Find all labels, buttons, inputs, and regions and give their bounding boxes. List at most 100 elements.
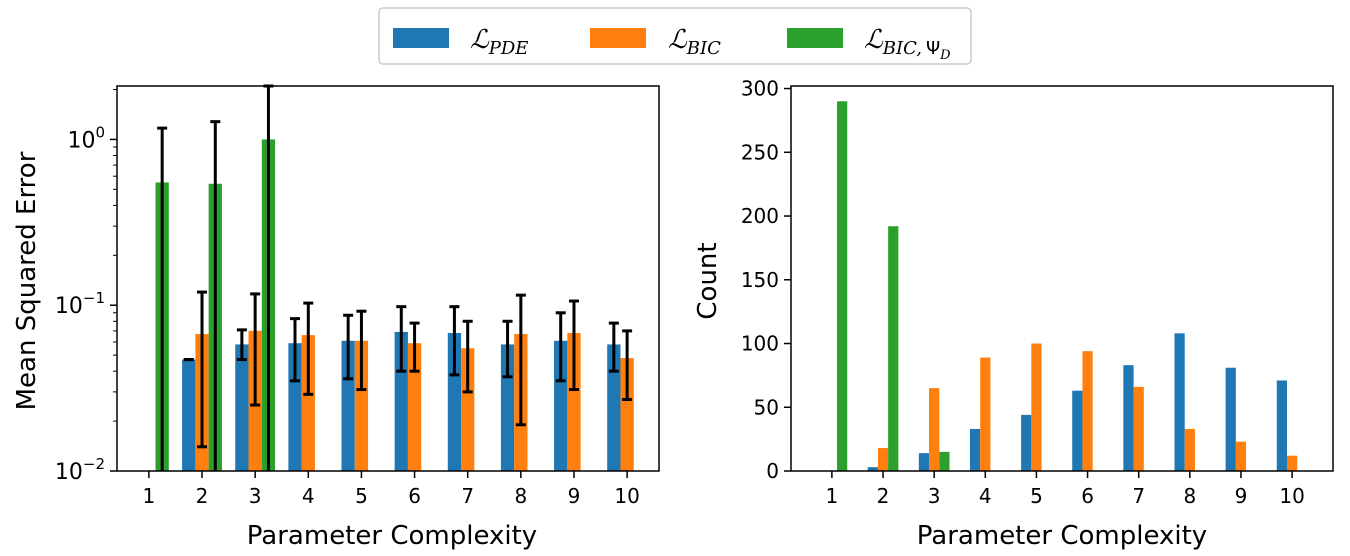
svg-text:8: 8 <box>514 484 527 508</box>
svg-text:10: 10 <box>1279 484 1304 508</box>
svg-text:150: 150 <box>741 268 779 292</box>
mse-bar-bic-10 <box>620 358 634 471</box>
mse-errorbar-pde-8 <box>502 319 513 379</box>
count-x-tick-3: 3 <box>928 471 941 508</box>
mse-bar-bic-4 <box>301 335 315 471</box>
legend-label-pde: ℒPDE <box>470 25 528 59</box>
mse-errorbar-pde-3 <box>236 328 247 362</box>
mse-errorbar-bic-3 <box>250 292 261 407</box>
mse-bar-pde-6 <box>394 331 408 471</box>
mse-bar-pde-10 <box>607 344 621 471</box>
count-bar-pde-7 <box>1123 365 1134 471</box>
svg-text:9: 9 <box>1235 484 1248 508</box>
count-y-tick-100: 100 <box>741 332 791 356</box>
count-bar-pde-10 <box>1276 380 1287 471</box>
svg-text:2: 2 <box>877 484 890 508</box>
svg-text:6: 6 <box>408 484 421 508</box>
count-bar-pde-9 <box>1225 367 1236 471</box>
count-bar-bic_psi-1 <box>837 101 848 472</box>
count-bar-bic-2 <box>877 448 889 471</box>
count-bars <box>837 101 1298 472</box>
mse-errorbar-pde-10 <box>608 321 619 373</box>
svg-text:8: 8 <box>1183 484 1196 508</box>
count-bar-bic-4 <box>980 357 991 471</box>
legend-entry-pde: ℒPDE <box>393 25 528 59</box>
count-x-tick-2: 2 <box>877 471 890 508</box>
count-bar-bic_psi-3 <box>939 451 950 471</box>
svg-text:4: 4 <box>979 484 992 508</box>
count-y-tick-300: 300 <box>741 77 791 101</box>
mse-y-tick-1: 10−1 <box>55 289 117 319</box>
svg-text:100: 100 <box>67 123 105 153</box>
mse-x-axis-label: Parameter Complexity <box>247 521 537 551</box>
svg-text:50: 50 <box>754 395 779 419</box>
mse-y-ticks: 10−2 10−1 100 <box>55 89 117 485</box>
count-x-tick-8: 8 <box>1183 471 1196 508</box>
count-x-tick-5: 5 <box>1030 471 1043 508</box>
count-y-ticks: 0 50 100 150 200 250 300 <box>741 77 791 483</box>
mse-errorbar-bic-6 <box>409 321 420 373</box>
svg-text:3: 3 <box>249 484 262 508</box>
svg-text:10−2: 10−2 <box>55 455 105 485</box>
mse-bar-pde-4 <box>288 343 302 471</box>
mse-bar-bic-6 <box>407 343 422 471</box>
count-x-tick-7: 7 <box>1132 471 1145 508</box>
mse-x-tick-7: 7 <box>461 471 474 508</box>
count-x-tick-6: 6 <box>1081 471 1094 508</box>
svg-text:7: 7 <box>1132 484 1145 508</box>
count-bar-bic-6 <box>1082 351 1093 471</box>
mse-x-tick-3: 3 <box>249 471 262 508</box>
svg-text:9: 9 <box>568 484 581 508</box>
count-bar-pde-2 <box>867 467 878 471</box>
count-bar-bic-8 <box>1184 428 1195 471</box>
mse-bars <box>155 139 634 471</box>
legend-entry-bic-psi: ℒBIC, ΨD <box>787 25 951 63</box>
chart-count: 0 50 100 150 200 250 300 1 2 3 4 5 6 7 8 9 10 Parameter… <box>693 77 1334 551</box>
count-bar-bic-10 <box>1286 455 1298 471</box>
mse-errorbar-bic-4 <box>303 301 314 396</box>
mse-errorbar-bic_psi-2 <box>210 120 221 471</box>
mse-errorbar-bic_psi-1 <box>157 126 168 471</box>
count-x-tick-4: 4 <box>979 471 992 508</box>
count-axes-frame <box>790 85 1334 472</box>
svg-text:3: 3 <box>928 484 941 508</box>
svg-text:100: 100 <box>741 332 779 356</box>
legend-entry-bic: ℒBIC <box>590 25 721 59</box>
mse-errorbar-bic-7 <box>462 319 473 394</box>
count-bar-bic-9 <box>1235 441 1247 471</box>
count-x-tick-9: 9 <box>1235 471 1248 508</box>
mse-errorbar-pde-9 <box>555 311 566 383</box>
mse-bar-pde-9 <box>554 340 568 471</box>
svg-text:10: 10 <box>614 484 639 508</box>
mse-bar-bic-5 <box>354 340 369 471</box>
legend-label-bic-psi: ℒBIC, ΨD <box>864 25 951 63</box>
mse-errorbar-bic-10 <box>622 329 633 401</box>
mse-bar-bic-7 <box>461 348 475 471</box>
mse-axes-frame <box>116 85 660 472</box>
svg-text:200: 200 <box>741 204 779 228</box>
mse-errorbar-bic-5 <box>356 309 367 392</box>
svg-text:250: 250 <box>741 140 779 164</box>
mse-errorbar-pde-7 <box>449 305 460 377</box>
count-y-tick-50: 50 <box>754 395 791 419</box>
mse-x-tick-2: 2 <box>196 471 208 508</box>
count-bar-pde-3 <box>918 453 930 471</box>
count-y-axis-label: Count <box>693 242 723 319</box>
mse-bar-pde-5 <box>341 340 355 471</box>
mse-errorbars <box>157 84 633 471</box>
count-bar-pde-6 <box>1072 390 1083 471</box>
mse-x-tick-1: 1 <box>143 471 156 508</box>
legend-frame <box>378 7 972 65</box>
svg-text:4: 4 <box>302 484 315 508</box>
mse-x-tick-6: 6 <box>408 471 421 508</box>
legend-swatch-pde <box>393 28 449 48</box>
count-bar-pde-5 <box>1021 414 1032 471</box>
count-x-axis-label: Parameter Complexity <box>917 521 1207 551</box>
svg-text:1: 1 <box>143 484 156 508</box>
mse-bar-pde-3 <box>235 344 249 471</box>
mse-errorbar-pde-5 <box>343 313 354 381</box>
legend-swatch-bic <box>590 28 646 48</box>
mse-y-axis-label: Mean Squared Error <box>12 151 42 410</box>
svg-text:1: 1 <box>826 484 839 508</box>
